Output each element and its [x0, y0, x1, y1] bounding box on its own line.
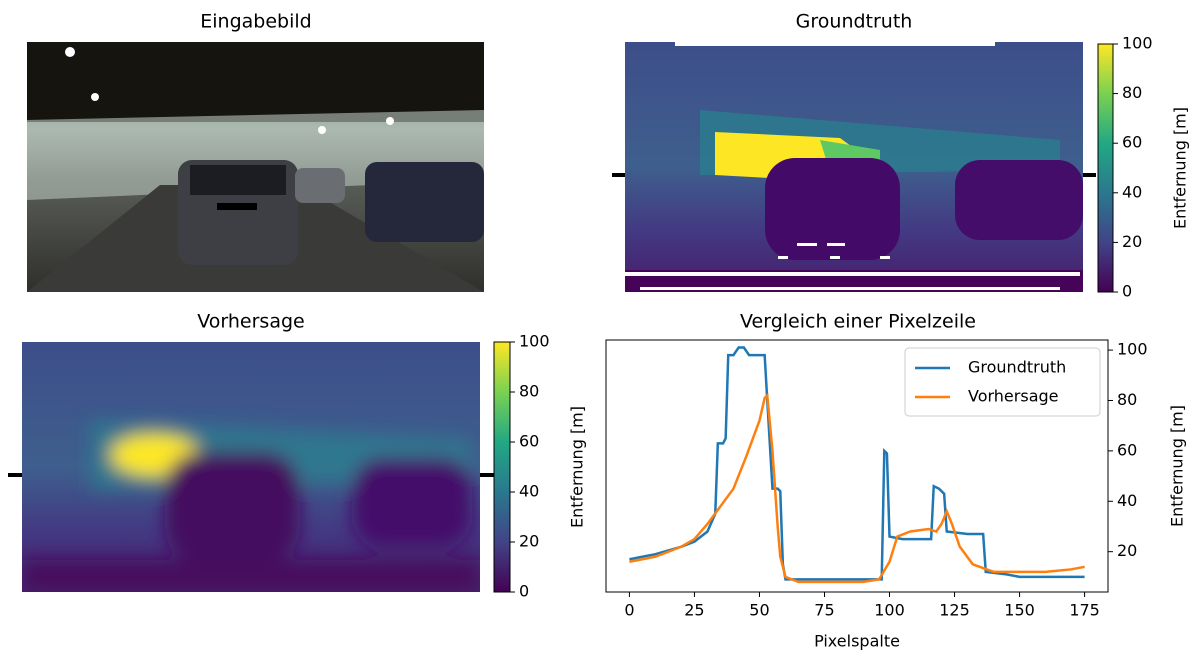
colorbar-tick-label: 20	[1122, 232, 1142, 251]
panel-title: Vorhersage	[197, 311, 304, 333]
x-tick-label: 0	[624, 601, 634, 620]
x-tick-label: 25	[684, 601, 704, 620]
colorbar-tick-label: 0	[1122, 282, 1132, 301]
panel-title: Vergleich einer Pixelzeile	[740, 311, 976, 333]
colorbar	[1098, 44, 1113, 292]
colorbar-tick-label: 60	[1122, 133, 1142, 152]
y-tick-label: 60	[1117, 440, 1137, 459]
colorbar-tick-label: 0	[519, 582, 529, 601]
input-image	[27, 42, 484, 292]
colorbar-tick-label: 100	[519, 332, 550, 351]
panel-title: Groundtruth	[796, 11, 913, 33]
colorbar-tick-label: 80	[1122, 83, 1142, 102]
x-tick-label: 150	[1004, 601, 1035, 620]
colorbar-tick-label: 100	[1122, 34, 1153, 53]
groundtruth-image	[625, 42, 1083, 292]
y-tick-label: 100	[1117, 340, 1148, 359]
y-tick-label: 40	[1117, 491, 1137, 510]
colorbar-tick-label: 40	[1122, 182, 1142, 201]
legend-label: Vorhersage	[968, 387, 1059, 406]
x-tick-label: 175	[1069, 601, 1100, 620]
colorbar-label: Entfernung [m]	[568, 406, 587, 528]
x-axis-label: Pixelspalte	[814, 632, 900, 651]
x-tick-label: 75	[814, 601, 834, 620]
prediction-image	[22, 342, 480, 592]
figure: Eingabebild Groundtruth Vorhersage Vergl…	[0, 0, 1196, 658]
x-tick-label: 125	[939, 601, 970, 620]
y-tick-label: 80	[1117, 390, 1137, 409]
colorbar	[494, 342, 510, 592]
y-tick-label: 20	[1117, 541, 1137, 560]
colorbar-tick-label: 60	[519, 432, 539, 451]
y-axis-label: Entfernung [m]	[1168, 405, 1187, 527]
colorbar-tick-label: 20	[519, 532, 539, 551]
legend-label: Groundtruth	[968, 358, 1066, 377]
panel-title: Eingabebild	[200, 11, 311, 33]
colorbar-tick-label: 40	[519, 482, 539, 501]
colorbar-tick-label: 80	[519, 382, 539, 401]
series-line	[629, 395, 1084, 581]
x-tick-label: 100	[874, 601, 905, 620]
x-tick-label: 50	[749, 601, 769, 620]
colorbar-label: Entfernung [m]	[1171, 107, 1190, 229]
